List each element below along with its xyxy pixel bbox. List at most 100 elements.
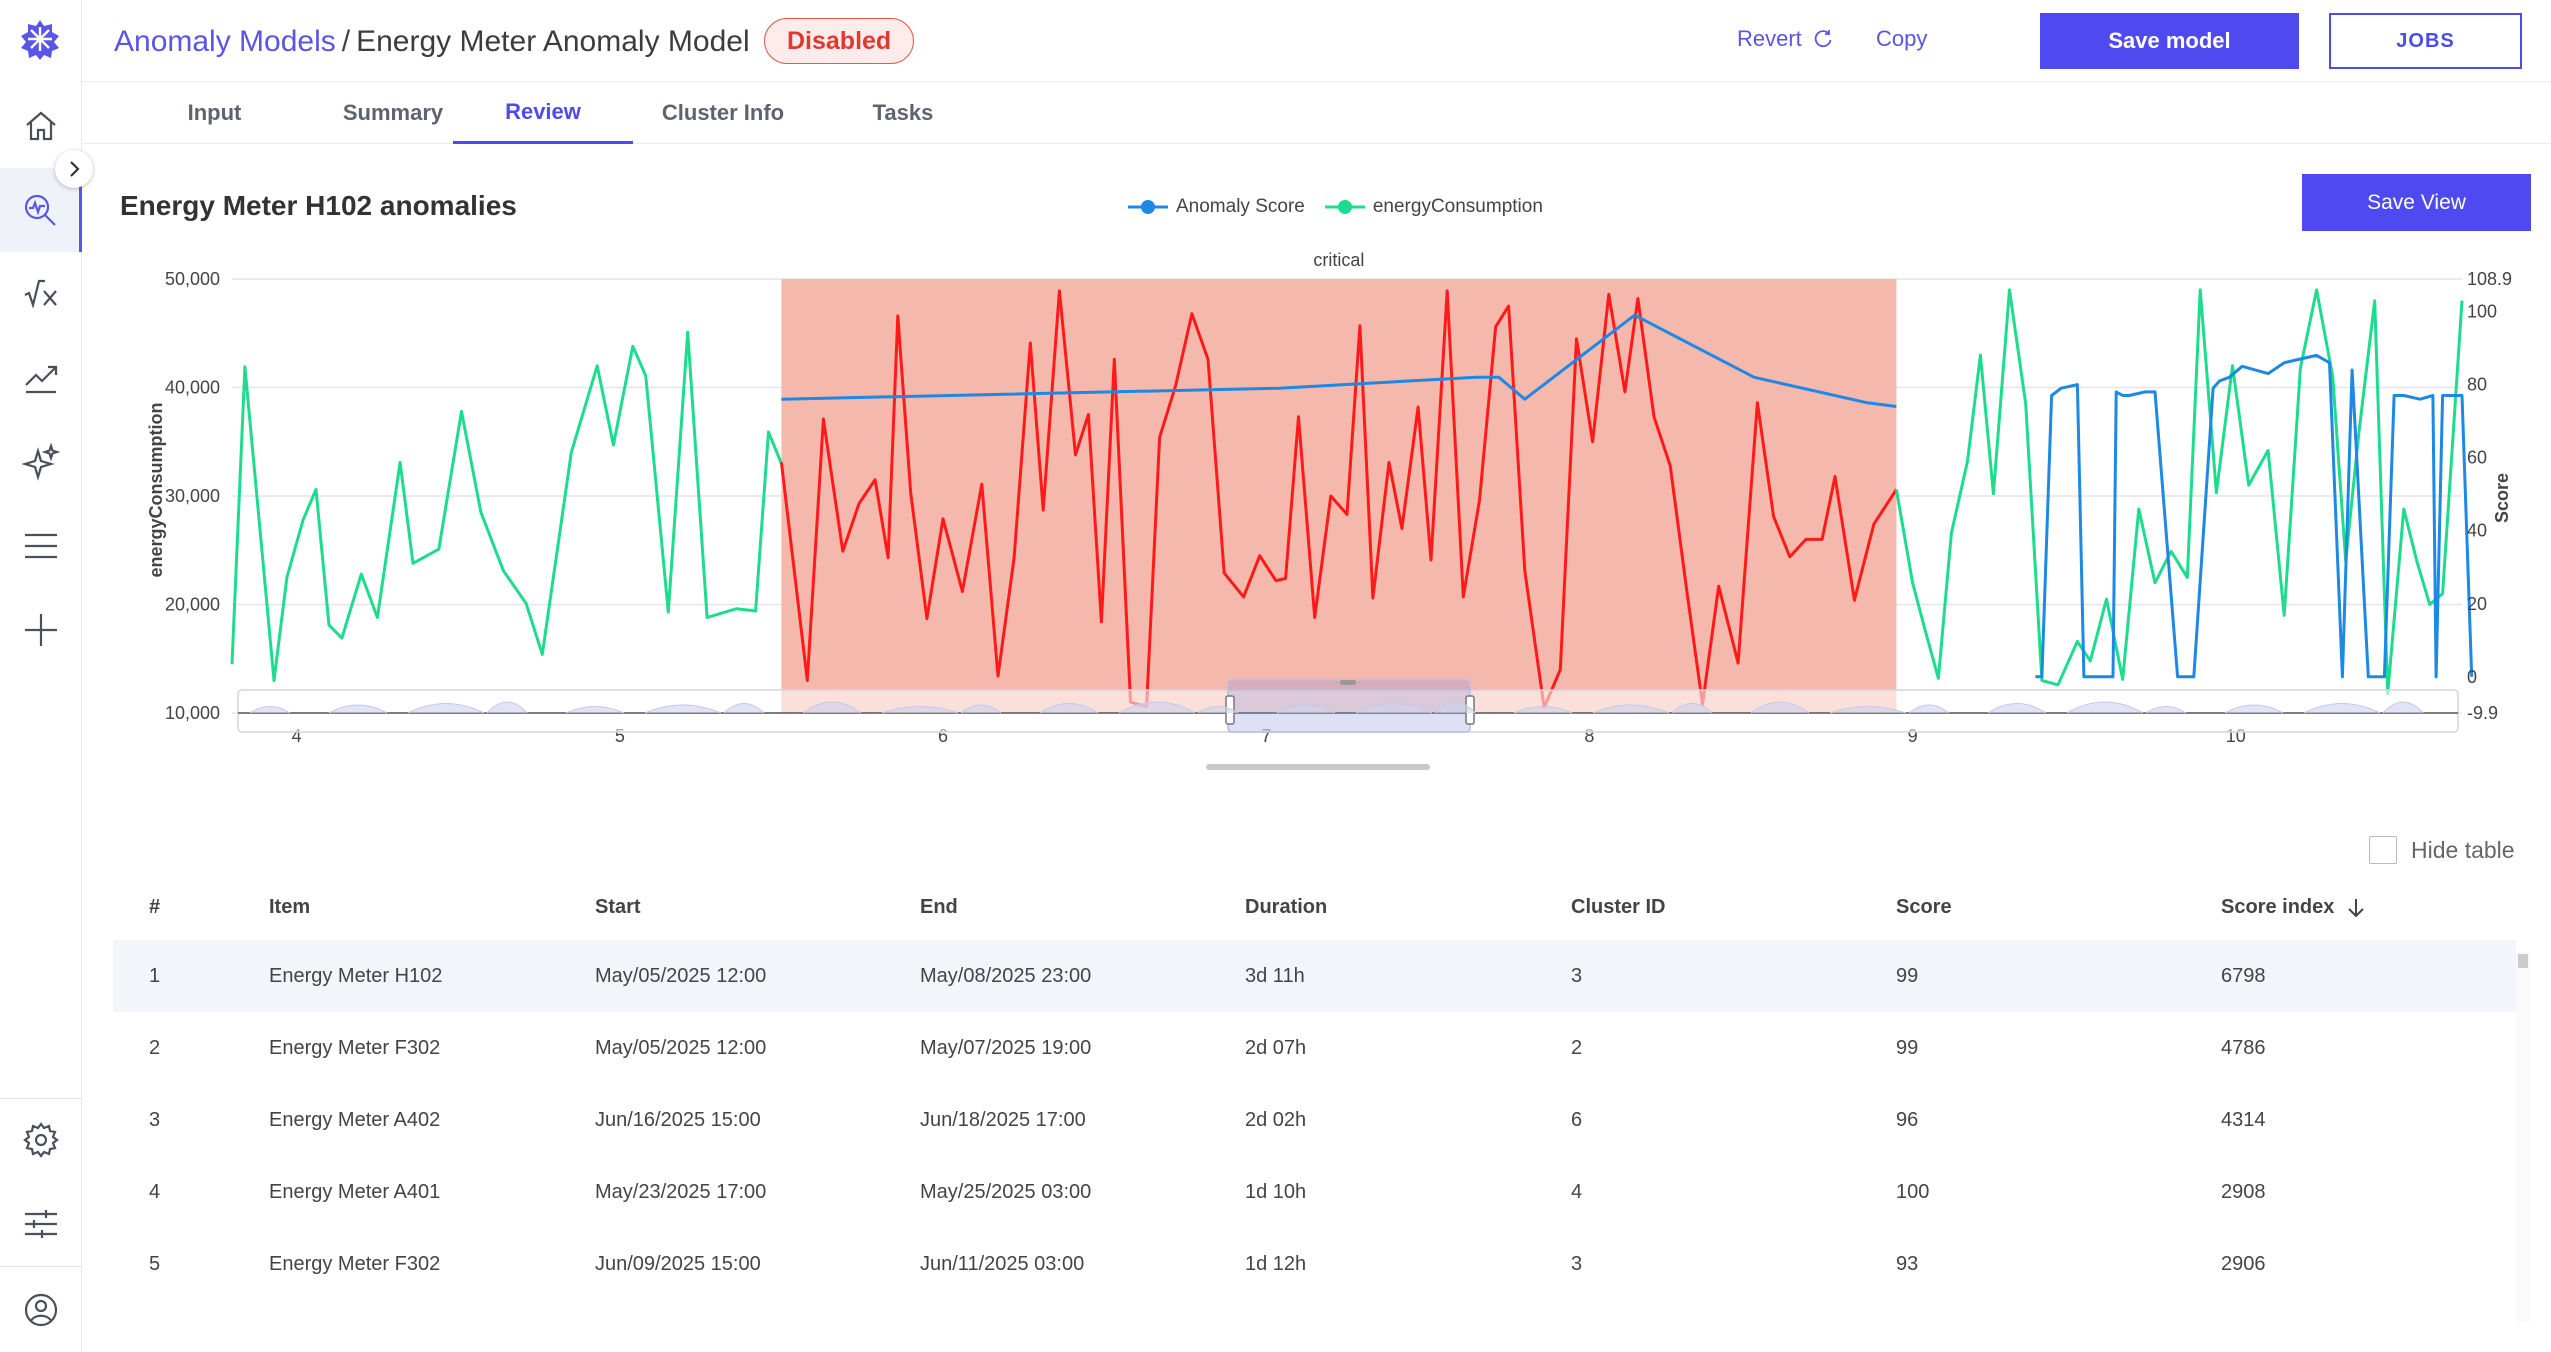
cell-score-index: 4786 xyxy=(2221,1036,2266,1059)
y-tick-label: 20,000 xyxy=(165,595,220,615)
y2-tick-label: 60 xyxy=(2467,448,2487,468)
logo-icon[interactable] xyxy=(19,18,61,60)
horizontal-scroll-thumb[interactable] xyxy=(1206,764,1430,770)
legend-item-anomaly-score[interactable]: Anomaly Score xyxy=(1128,196,1305,218)
table-scrollbar[interactable] xyxy=(2516,952,2530,1322)
trend-icon xyxy=(25,365,58,394)
revert-button[interactable]: Revert xyxy=(1737,26,1834,52)
table-row[interactable]: 4 Energy Meter A401 May/23/2025 17:00 May/2… xyxy=(113,1156,2516,1228)
column-header-score-index[interactable]: Score index xyxy=(2221,896,2516,919)
anomaly-search-icon xyxy=(24,194,56,226)
cell-score: 99 xyxy=(1896,1036,1919,1059)
range-selector-bump xyxy=(1276,704,1336,714)
cell-index: 2 xyxy=(149,1036,161,1059)
cell-score: 99 xyxy=(1896,964,1919,987)
y2-tick-label: 80 xyxy=(2467,375,2487,395)
cell-index: 3 xyxy=(149,1108,161,1131)
tab-tasks[interactable]: Tasks xyxy=(872,100,934,125)
range-selector-bump xyxy=(1513,706,1573,714)
cell-start: Jun/16/2025 15:00 xyxy=(595,1108,761,1131)
sidebar-item-trend[interactable] xyxy=(0,336,82,420)
cell-start: May/23/2025 17:00 xyxy=(595,1180,767,1203)
x-tick-label: 8 xyxy=(1584,726,1594,746)
sort-descending-icon[interactable] xyxy=(2346,897,2366,919)
cell-duration: 2d 07h xyxy=(1245,1036,1307,1059)
sidebar-item-sliders[interactable] xyxy=(0,1182,82,1266)
column-header-cluster-id[interactable]: Cluster ID xyxy=(1571,896,1666,918)
cell-cluster-id: 4 xyxy=(1571,1180,1583,1203)
column-header-start[interactable]: Start xyxy=(595,896,641,918)
save-model-button[interactable]: Save model xyxy=(2040,13,2299,69)
chevron-right-icon xyxy=(70,161,80,177)
tab-bar: Input Summary Review Cluster Info Tasks xyxy=(82,82,2551,144)
hide-table-checkbox[interactable] xyxy=(2369,836,2397,864)
cell-item: Energy Meter A401 xyxy=(269,1180,441,1203)
chart-title: Energy Meter H102 anomalies xyxy=(120,190,517,221)
x-tick-label: 6 xyxy=(938,726,948,746)
table-header: # Item Start End Duration Cluster ID Sco… xyxy=(113,875,2516,940)
jobs-button[interactable]: JOBS xyxy=(2329,13,2522,69)
save-view-button[interactable]: Save View xyxy=(2302,174,2531,231)
sidebar-item-formula[interactable] xyxy=(0,252,82,336)
copy-button[interactable]: Copy xyxy=(1876,26,1927,52)
sidebar-expand-button[interactable] xyxy=(55,150,93,188)
sidebar-item-sparkle[interactable] xyxy=(0,420,82,504)
cell-cluster-id: 2 xyxy=(1571,1036,1583,1059)
refresh-icon xyxy=(1814,30,1832,48)
column-header-item[interactable]: Item xyxy=(269,896,311,918)
column-header-score[interactable]: Score xyxy=(1896,896,1952,918)
range-selector-bump xyxy=(2382,701,2424,714)
table-row[interactable]: 5 Energy Meter F302 Jun/09/2025 15:00 Jun/1… xyxy=(113,1228,2516,1300)
tab-input[interactable]: Input xyxy=(187,100,242,125)
sidebar-item-user[interactable] xyxy=(0,1268,82,1352)
range-selector-bump xyxy=(881,706,959,714)
cell-start: Jun/09/2025 15:00 xyxy=(595,1252,761,1275)
column-header-duration[interactable]: Duration xyxy=(1245,896,1328,918)
range-selector-bump xyxy=(1750,701,1810,714)
range-selector-bump xyxy=(2303,703,2381,714)
range-selector-bump xyxy=(328,704,388,714)
range-selector-bump xyxy=(1829,706,1907,714)
table-row[interactable]: 2 Energy Meter F302 May/05/2025 12:00 May/0… xyxy=(113,1012,2516,1084)
sidebar-item-settings[interactable] xyxy=(0,1098,82,1182)
settings-icon xyxy=(23,1122,59,1158)
breadcrumb: Anomaly Models / Energy Meter Anomaly Mode… xyxy=(114,22,750,62)
breadcrumb-anomaly-models-link[interactable]: Anomaly Models xyxy=(114,25,336,58)
range-selector-bump xyxy=(802,701,862,714)
score-index-label: Score index xyxy=(2221,896,2335,918)
range-selector-bump xyxy=(565,706,625,714)
sidebar-item-home[interactable] xyxy=(0,84,82,168)
tab-review[interactable]: Review xyxy=(453,82,633,144)
anomaly-table: # Item Start End Duration Cluster ID Sco… xyxy=(113,875,2516,1300)
cell-duration: 2d 02h xyxy=(1245,1108,1307,1131)
cell-duration: 3d 11h xyxy=(1245,964,1305,987)
table-row[interactable]: 3 Energy Meter A402 Jun/16/2025 15:00 Jun/1… xyxy=(113,1084,2516,1156)
cell-cluster-id: 3 xyxy=(1571,1252,1583,1275)
header: Anomaly Models / Energy Meter Anomaly Mode… xyxy=(82,0,2551,82)
sliders-icon xyxy=(25,1210,57,1238)
sidebar-item-menu[interactable] xyxy=(0,504,82,588)
table-row[interactable]: 1 Energy Meter H102 May/05/2025 12:00 May/0… xyxy=(113,940,2516,1012)
cell-score: 100 xyxy=(1896,1180,1930,1203)
cell-index: 4 xyxy=(149,1180,161,1203)
anomaly-chart[interactable]: critical 50,000 40,000 30,000 20,000 10,000 1… xyxy=(0,0,2551,800)
anomaly-score-series-line-after xyxy=(2035,353,2474,679)
range-selector-bump xyxy=(486,701,528,714)
cell-end: Jun/18/2025 17:00 xyxy=(920,1108,1086,1131)
table-scrollbar-thumb[interactable] xyxy=(2518,954,2528,968)
copy-label: Copy xyxy=(1876,26,1928,51)
cell-end: Jun/11/2025 03:00 xyxy=(920,1252,1085,1275)
energy-series-line xyxy=(230,330,783,682)
hide-table-toggle[interactable]: Hide table xyxy=(2369,836,2515,864)
column-header-end[interactable]: End xyxy=(920,896,958,918)
sidebar-divider xyxy=(0,1266,82,1267)
tab-cluster-info[interactable]: Cluster Info xyxy=(661,100,785,125)
sidebar xyxy=(0,0,93,1352)
column-header-index[interactable]: # xyxy=(149,896,161,918)
legend-item-energy[interactable]: energyConsumption xyxy=(1324,196,1543,218)
sidebar-item-add[interactable] xyxy=(0,588,82,672)
anomaly-score-series-line xyxy=(781,313,1897,408)
cell-item: Energy Meter F302 xyxy=(269,1252,441,1275)
table-body: 1 Energy Meter H102 May/05/2025 12:00 May/0… xyxy=(113,940,2516,1300)
tab-summary[interactable]: Summary xyxy=(342,100,444,125)
